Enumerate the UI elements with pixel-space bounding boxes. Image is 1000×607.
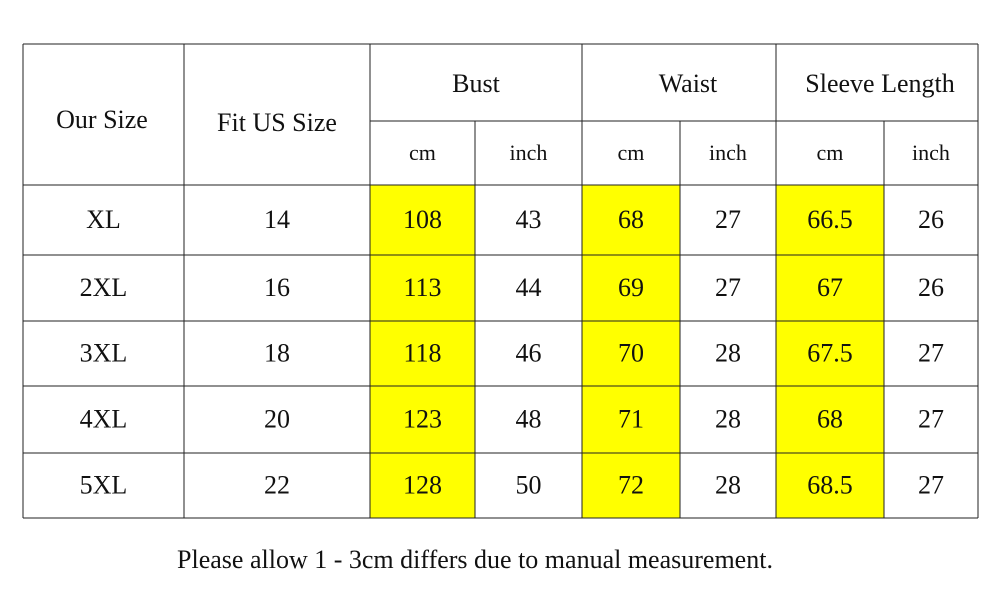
table-grid <box>22 43 979 519</box>
highlight-cell <box>582 453 680 518</box>
cell: 3XL <box>80 338 128 367</box>
highlight-cell <box>776 185 884 255</box>
cell: 22 <box>264 470 290 499</box>
cell: 5XL <box>80 470 128 499</box>
cell: 16 <box>264 273 290 302</box>
cell: 113 <box>403 273 441 302</box>
cell: 67 <box>817 273 843 302</box>
cell: 128 <box>403 470 442 499</box>
cell: 26 <box>918 205 944 234</box>
cell: 27 <box>918 338 944 367</box>
cell: 48 <box>516 404 542 433</box>
cell: 27 <box>715 273 741 302</box>
highlight-cell <box>776 453 884 518</box>
cell: 108 <box>403 205 442 234</box>
cell: 68 <box>618 205 644 234</box>
cell: XL <box>86 205 121 234</box>
cell: 123 <box>403 404 442 433</box>
cell: 26 <box>918 273 944 302</box>
cell: 50 <box>516 470 542 499</box>
cell: 27 <box>715 205 741 234</box>
cell: 20 <box>264 404 290 433</box>
cell: 66.5 <box>807 205 853 234</box>
cell: 67.5 <box>807 338 853 367</box>
unit-header: inch <box>510 140 548 165</box>
header-cell: Our Size <box>56 105 148 134</box>
unit-header: inch <box>709 140 747 165</box>
cell: 43 <box>516 205 542 234</box>
cell: 18 <box>264 338 290 367</box>
cell: 118 <box>403 338 441 367</box>
cell: 70 <box>618 338 644 367</box>
unit-header: cm <box>817 140 844 165</box>
cell: 68 <box>817 404 843 433</box>
header-cell: Fit US Size <box>217 108 337 137</box>
highlight-cell <box>370 185 475 255</box>
unit-header: inch <box>912 140 950 165</box>
cell: 2XL <box>80 273 128 302</box>
note: Please allow 1 - 3cm differs due to manu… <box>177 545 773 574</box>
group-header: Waist <box>659 69 718 98</box>
unit-header: cm <box>618 140 645 165</box>
unit-header: cm <box>409 140 436 165</box>
highlight-cell <box>582 386 680 453</box>
highlights <box>370 185 884 518</box>
highlight-cell <box>582 255 680 321</box>
group-header: Bust <box>452 69 500 98</box>
highlight-cell <box>776 255 884 321</box>
group-header: Sleeve Length <box>805 69 954 98</box>
cell: 28 <box>715 338 741 367</box>
cell: 27 <box>918 470 944 499</box>
cell: 68.5 <box>807 470 853 499</box>
highlight-cell <box>370 386 475 453</box>
cell: 28 <box>715 470 741 499</box>
highlight-cell <box>582 185 680 255</box>
cell: 71 <box>618 404 644 433</box>
cell: 27 <box>918 404 944 433</box>
highlight-cell <box>776 321 884 386</box>
highlight-cell <box>582 321 680 386</box>
cell: 14 <box>264 205 290 234</box>
cell: 72 <box>618 470 644 499</box>
highlight-cell <box>370 453 475 518</box>
highlight-cell <box>776 386 884 453</box>
cell: 4XL <box>80 404 128 433</box>
highlight-cell <box>370 321 475 386</box>
cell: 46 <box>516 338 542 367</box>
cell: 44 <box>516 273 542 302</box>
cell: 69 <box>618 273 644 302</box>
cell: 28 <box>715 404 741 433</box>
highlight-cell <box>370 255 475 321</box>
